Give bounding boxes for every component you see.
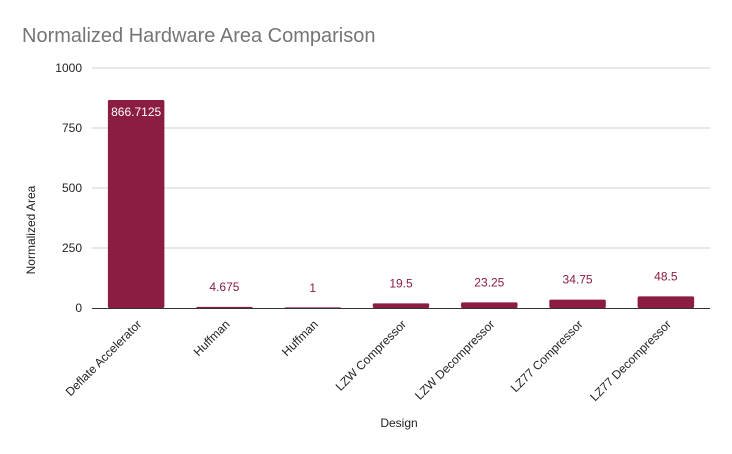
- x-axis-label: Design: [380, 416, 417, 430]
- data-label-4: 23.25: [474, 275, 504, 289]
- y-tick-label-1: 250: [62, 241, 82, 255]
- bar-6: [637, 296, 695, 308]
- y-tick-label-2: 500: [62, 181, 82, 195]
- data-label-2: 1: [309, 281, 316, 295]
- data-label-1: 4.675: [209, 280, 239, 294]
- x-tick-label-3: LZW Compressor: [333, 317, 409, 393]
- x-tick-label-0: Deflate Accelerator: [63, 317, 145, 399]
- bar-1: [196, 306, 253, 308]
- y-tick-label-4: 1000: [55, 61, 82, 75]
- x-tick-label-4: LZW Decompressor: [412, 317, 497, 402]
- bar-5: [549, 299, 606, 308]
- y-tick-label-3: 750: [62, 121, 82, 135]
- data-label-5: 34.75: [563, 273, 593, 287]
- x-tick-label-2: Huffman: [279, 317, 321, 359]
- y-tick-label-0: 0: [75, 301, 82, 315]
- gridlines: [92, 67, 710, 249]
- x-tick-label-5: LZ77 Compressor: [508, 317, 586, 395]
- data-label-6: 48.5: [654, 269, 678, 283]
- bar-3: [372, 303, 430, 308]
- x-tick-label-6: LZ77 Decompressor: [587, 317, 674, 404]
- y-tick-labels: 0 250 500 750 1000: [55, 61, 82, 315]
- x-tick-label-1: Huffman: [191, 317, 233, 359]
- chart-title: Normalized Hardware Area Comparison: [22, 25, 375, 47]
- data-label-0: 866.7125: [111, 105, 161, 119]
- data-label-3: 19.5: [389, 276, 413, 290]
- y-axis-label: Normalized Area: [24, 185, 38, 274]
- data-labels: 866.7125 4.675 1 19.5 23.25 34.75 48.5: [111, 105, 678, 295]
- bar-0: [107, 99, 165, 308]
- bar-4: [461, 302, 518, 308]
- bars: [107, 99, 695, 308]
- bar-2: [284, 307, 341, 308]
- x-tick-labels: Deflate Accelerator Huffman Huffman LZW Com…: [63, 317, 674, 404]
